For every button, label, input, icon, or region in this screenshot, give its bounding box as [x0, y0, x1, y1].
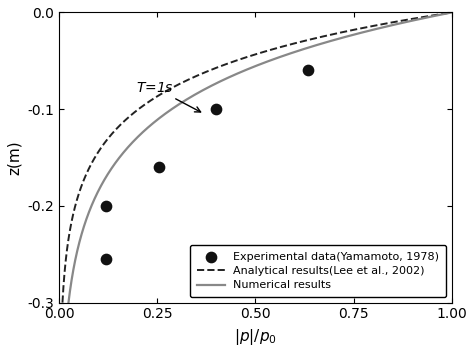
Analytical results(Lee et al., 2002): [221, 63, 227, 67]
Experimental data(Yamamoto, 1978): [102, 256, 110, 262]
Analytical results(Lee et al., 2002): [449, 10, 455, 15]
Experimental data(Yamamoto, 1978): [305, 68, 312, 73]
Line: Numerical results: Numerical results: [68, 12, 452, 303]
Analytical results(Lee et al., 2002): [89, 161, 95, 165]
Experimental data(Yamamoto, 1978): [102, 203, 110, 209]
Numerical results: [65, 301, 71, 305]
Numerical results: [112, 161, 118, 165]
Numerical results: [142, 128, 148, 132]
Experimental data(Yamamoto, 1978): [212, 106, 220, 112]
Numerical results: [449, 10, 455, 15]
Analytical results(Lee et al., 2002): [406, 17, 412, 22]
Analytical results(Lee et al., 2002): [113, 128, 118, 132]
Numerical results: [111, 163, 117, 167]
Analytical results(Lee et al., 2002): [60, 301, 65, 305]
Y-axis label: z(m): z(m): [7, 140, 22, 175]
Numerical results: [127, 143, 132, 148]
X-axis label: $|p|/p_0$: $|p|/p_0$: [234, 327, 277, 347]
Legend: Experimental data(Yamamoto, 1978), Analytical results(Lee et al., 2002), Numeric: Experimental data(Yamamoto, 1978), Analy…: [190, 245, 446, 297]
Numerical results: [256, 63, 262, 67]
Analytical results(Lee et al., 2002): [88, 163, 94, 167]
Experimental data(Yamamoto, 1978): [155, 164, 163, 170]
Analytical results(Lee et al., 2002): [100, 143, 105, 148]
Line: Analytical results(Lee et al., 2002): Analytical results(Lee et al., 2002): [63, 12, 452, 303]
Text: $T$=1s: $T$=1s: [136, 81, 201, 112]
Numerical results: [415, 17, 421, 22]
